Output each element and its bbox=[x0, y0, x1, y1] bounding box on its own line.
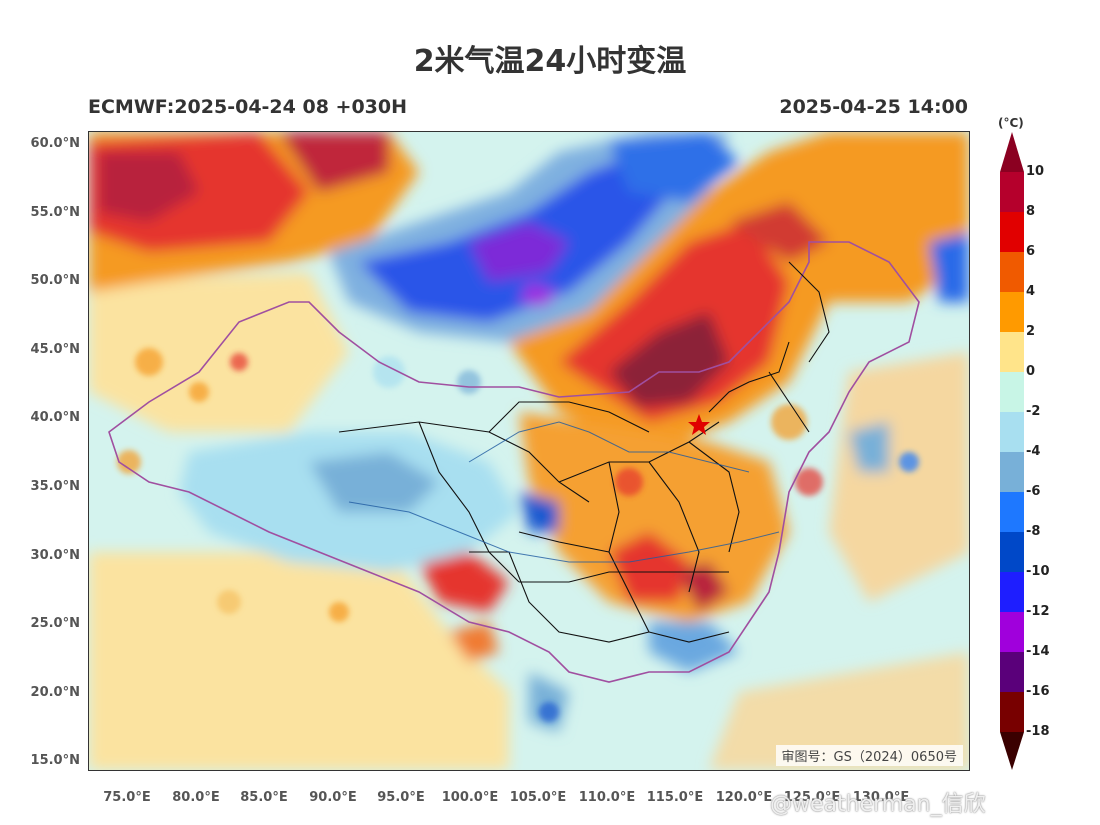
lat-tick: 45.0°N bbox=[30, 342, 80, 357]
colorbar-label: 4 bbox=[1026, 284, 1036, 299]
lon-tick: 115.0°E bbox=[646, 790, 704, 805]
map-plot-area: 审图号：GS（2024）0650号 bbox=[88, 131, 970, 771]
colorbar-unit: (°C) bbox=[998, 116, 1024, 130]
watermark: @weatherman_信欣 bbox=[770, 792, 986, 817]
lon-tick: 90.0°E bbox=[309, 790, 357, 805]
colorbar-block bbox=[1000, 692, 1024, 732]
colorbar-top-arrow bbox=[1000, 132, 1024, 172]
colorbar-blocks bbox=[1000, 172, 1024, 732]
colorbar bbox=[1000, 132, 1024, 770]
map-review-number: 审图号：GS（2024）0650号 bbox=[775, 745, 963, 766]
lat-tick: 15.0°N bbox=[30, 753, 80, 768]
lon-tick: 105.0°E bbox=[509, 790, 567, 805]
model-run-label: ECMWF:2025-04-24 08 +030H bbox=[88, 96, 408, 118]
colorbar-block bbox=[1000, 652, 1024, 692]
contour-fills bbox=[89, 132, 969, 770]
colorbar-label: 10 bbox=[1026, 164, 1045, 179]
colorbar-block bbox=[1000, 212, 1024, 252]
lat-tick: 40.0°N bbox=[30, 410, 80, 425]
lon-tick: 95.0°E bbox=[377, 790, 425, 805]
lat-tick: 60.0°N bbox=[30, 136, 80, 151]
colorbar-block bbox=[1000, 372, 1024, 412]
lon-tick: 125.0°E bbox=[783, 790, 841, 805]
lat-tick: 35.0°N bbox=[30, 479, 80, 494]
capital-star-icon bbox=[688, 414, 710, 435]
chart-title: 2米气温24小时变温 bbox=[413, 44, 687, 79]
lat-tick: 55.0°N bbox=[30, 205, 80, 220]
lat-tick: 30.0°N bbox=[30, 548, 80, 563]
lat-tick: 25.0°N bbox=[30, 616, 80, 631]
lon-tick: 130.0°E bbox=[852, 790, 910, 805]
colorbar-label: -4 bbox=[1026, 444, 1041, 459]
colorbar-label: -2 bbox=[1026, 404, 1041, 419]
lon-tick: 120.0°E bbox=[715, 790, 773, 805]
colorbar-bottom-arrow bbox=[1000, 732, 1024, 770]
colorbar-label: 0 bbox=[1026, 364, 1036, 379]
province-boundaries bbox=[338, 261, 830, 643]
colorbar-block bbox=[1000, 332, 1024, 372]
lon-tick: 75.0°E bbox=[103, 790, 151, 805]
china-boundary bbox=[108, 241, 920, 683]
colorbar-label: 2 bbox=[1026, 324, 1036, 339]
valid-time-label: 2025-04-25 14:00 bbox=[779, 96, 968, 118]
colorbar-label: -12 bbox=[1026, 604, 1050, 619]
colorbar-label: -10 bbox=[1026, 564, 1050, 579]
temperature-change-map bbox=[89, 132, 969, 770]
colorbar-label: -16 bbox=[1026, 684, 1050, 699]
rivers bbox=[348, 421, 780, 563]
colorbar-block bbox=[1000, 612, 1024, 652]
colorbar-label: -18 bbox=[1026, 724, 1050, 739]
lon-tick: 110.0°E bbox=[578, 790, 636, 805]
colorbar-label: -14 bbox=[1026, 644, 1050, 659]
colorbar-label: 6 bbox=[1026, 244, 1036, 259]
lon-tick: 100.0°E bbox=[441, 790, 499, 805]
colorbar-block bbox=[1000, 292, 1024, 332]
lon-tick: 80.0°E bbox=[172, 790, 220, 805]
colorbar-block bbox=[1000, 172, 1024, 212]
colorbar-label: -6 bbox=[1026, 484, 1041, 499]
colorbar-block bbox=[1000, 492, 1024, 532]
colorbar-label: 8 bbox=[1026, 204, 1036, 219]
lat-tick: 20.0°N bbox=[30, 685, 80, 700]
colorbar-block bbox=[1000, 452, 1024, 492]
colorbar-label: -8 bbox=[1026, 524, 1041, 539]
colorbar-block bbox=[1000, 252, 1024, 292]
lon-tick: 85.0°E bbox=[240, 790, 288, 805]
colorbar-block bbox=[1000, 412, 1024, 452]
contour-detail bbox=[117, 348, 919, 722]
colorbar-block bbox=[1000, 572, 1024, 612]
colorbar-block bbox=[1000, 532, 1024, 572]
lat-tick: 50.0°N bbox=[30, 273, 80, 288]
